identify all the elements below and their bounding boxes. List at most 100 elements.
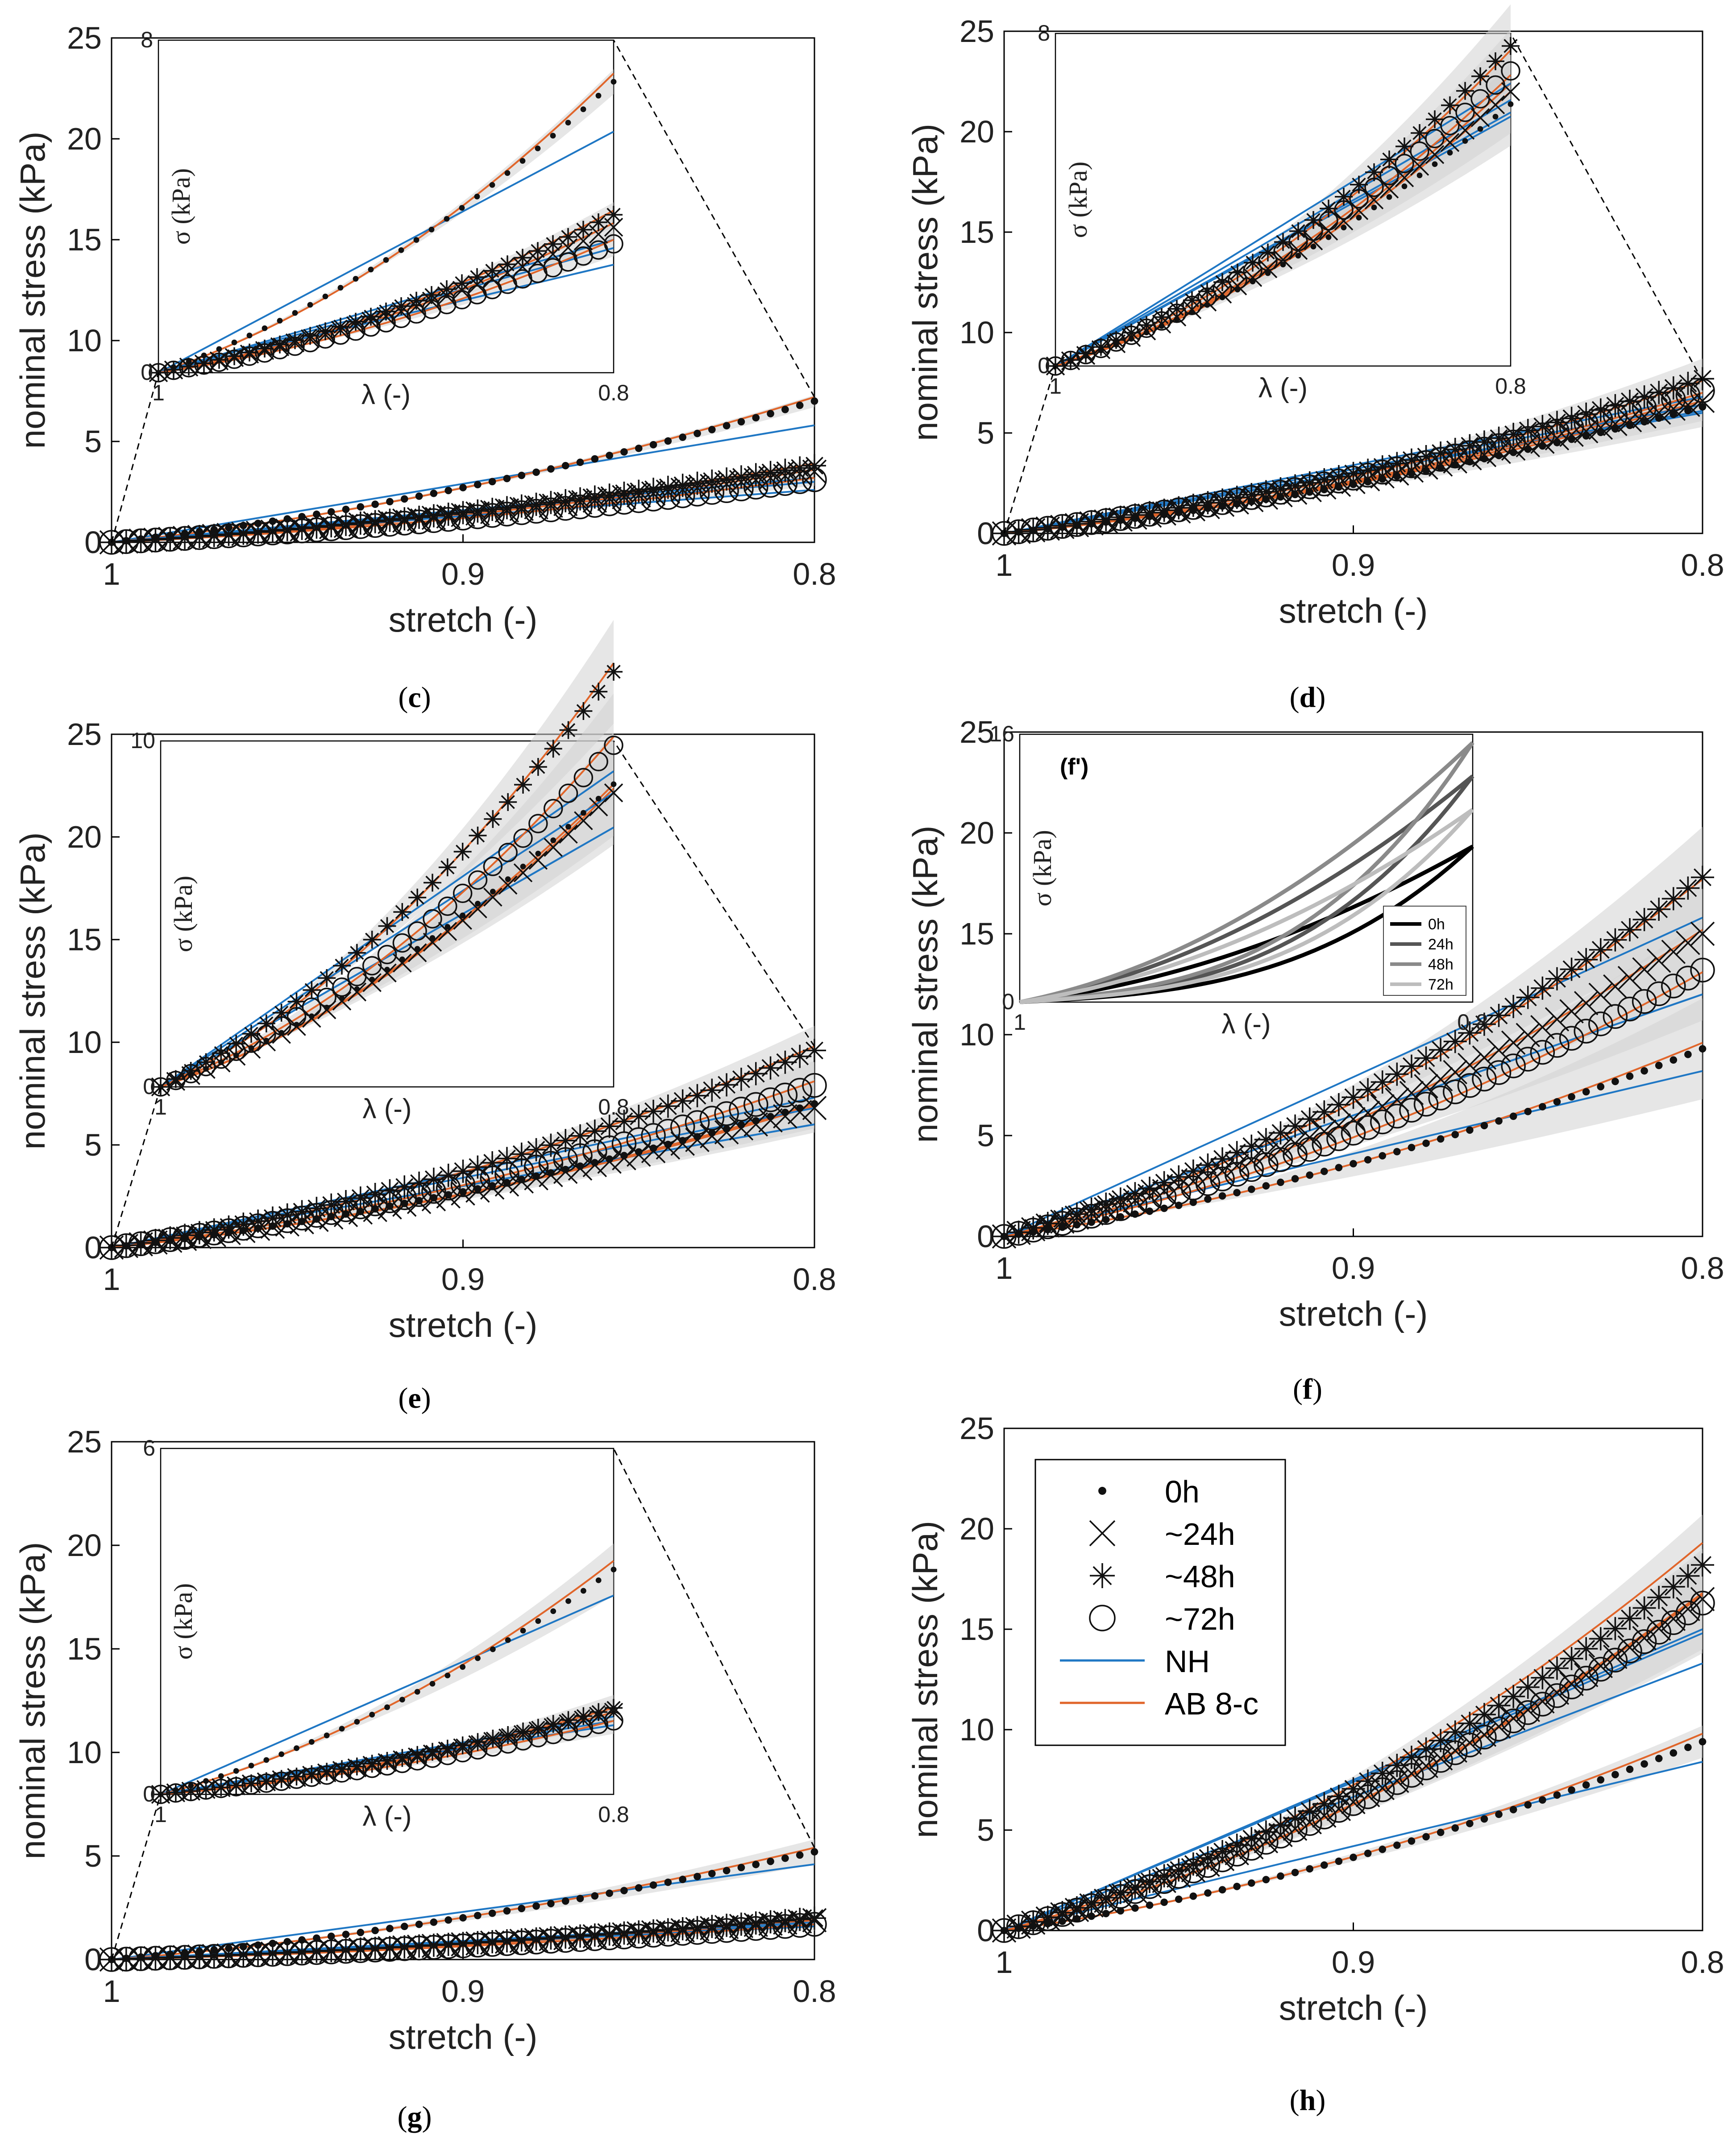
main-point-dot <box>298 513 306 520</box>
main-point-star <box>481 1151 504 1175</box>
main-point-circle <box>1661 1610 1686 1635</box>
main-point-dot <box>1175 1202 1183 1209</box>
inset-point-star <box>197 1053 215 1071</box>
main-point-dot <box>1146 1901 1154 1909</box>
main-point-star <box>773 1050 797 1074</box>
y-tick-label: 10 <box>959 315 994 350</box>
main-band-0 <box>1004 998 1703 1236</box>
main-point-dot <box>444 1916 453 1924</box>
main-point-dot <box>1597 1776 1605 1784</box>
inset-point-circle <box>209 352 229 372</box>
main-point-star <box>1225 1833 1249 1857</box>
inset-point-dot <box>580 1588 586 1594</box>
inset-point-star <box>469 826 487 845</box>
main-point-circle <box>1413 1756 1439 1781</box>
main-point-star <box>202 1218 226 1242</box>
inset-point-star <box>1062 351 1080 369</box>
y-tick-label: 20 <box>959 816 994 850</box>
main-point-circle <box>582 1926 607 1951</box>
x-tick-label: 0.8 <box>1681 548 1724 583</box>
inset-point-dot <box>1492 113 1499 120</box>
inset-point-star <box>498 255 516 274</box>
x-tick-label: 0.9 <box>441 1974 485 2009</box>
inset-point-dot <box>550 1608 557 1614</box>
inset-nh-fit-2 <box>1055 83 1512 367</box>
inset-point-star <box>1092 338 1110 356</box>
main-point-circle <box>1617 399 1642 424</box>
main-point-dot <box>1160 1898 1168 1906</box>
inset-point-circle <box>255 343 274 363</box>
main-point-dot <box>400 1922 408 1931</box>
inset-point-circle <box>543 1725 563 1744</box>
main-point-star <box>290 1200 314 1223</box>
inset-point-dot <box>565 120 571 126</box>
main-point-star <box>1632 908 1656 932</box>
main-point-star <box>320 1193 343 1217</box>
main-point-circle <box>187 1944 212 1969</box>
main-point-circle <box>201 524 227 549</box>
y-axis-label: nominal stress (kPa) <box>13 832 52 1150</box>
inset-point-circle <box>1243 261 1263 281</box>
main-point-star <box>583 485 606 509</box>
main-point-circle <box>1617 1638 1642 1664</box>
x-tick-label: 0.8 <box>793 1974 836 2009</box>
inset-point-dot <box>611 781 617 787</box>
inset-point-dot <box>474 193 480 200</box>
main-point-star <box>114 530 138 553</box>
inset-point-dot <box>1280 262 1286 268</box>
main-point-dot <box>1088 1912 1095 1920</box>
main-point-dot <box>694 429 701 437</box>
main-point-circle <box>1224 1842 1250 1867</box>
main-point-circle <box>450 1172 476 1197</box>
main-point-star <box>1472 1703 1496 1727</box>
main-point-dot <box>430 1194 438 1202</box>
main-point-dot <box>1117 1907 1125 1915</box>
inset-y-axis-label: σ (kPa) <box>166 168 195 245</box>
inset-point-dot <box>611 79 617 85</box>
main-point-star <box>1283 474 1307 498</box>
main-point-dot <box>1611 1078 1619 1086</box>
main-point-dot <box>415 1920 423 1928</box>
x-tick-label: 0.8 <box>1681 1945 1724 1980</box>
main-point-circle <box>260 520 285 545</box>
zoom-guide-line <box>1510 33 1703 381</box>
main-point-star <box>1632 385 1656 409</box>
inset-point-x <box>407 943 427 962</box>
inset-point-dot <box>1477 126 1483 132</box>
inset-point-circle <box>1167 304 1187 323</box>
inset-point-star <box>182 1782 200 1800</box>
inset-point-circle <box>391 308 411 329</box>
main-point-x <box>1617 965 1642 990</box>
main-point-circle <box>1239 485 1264 510</box>
y-tick-label: 0 <box>977 1913 994 1948</box>
main-point-circle <box>128 1231 154 1257</box>
main-point-star <box>1080 1891 1103 1914</box>
main-point-star <box>187 1944 211 1968</box>
main-point-dot <box>679 1876 687 1883</box>
x-axis-label: stretch (-) <box>389 1305 538 1344</box>
inset-point-star <box>499 793 517 811</box>
main-point-star <box>1123 503 1147 527</box>
main-point-dot <box>1684 407 1692 415</box>
inset-point-dot <box>550 837 557 843</box>
main-point-dot <box>386 1925 394 1932</box>
main-point-star <box>202 1944 226 1968</box>
y-tick-label: 15 <box>959 916 994 951</box>
main-point-circle <box>275 1941 300 1966</box>
x-tick-label: 0.8 <box>793 1262 836 1297</box>
main-point-circle <box>348 1938 373 1963</box>
main-point-dot <box>400 1199 408 1207</box>
inset-point-dot <box>505 876 511 882</box>
main-point-dot <box>488 478 496 486</box>
inset-point-star <box>1198 282 1216 300</box>
main-point-star <box>393 1175 416 1199</box>
main-point-circle <box>421 508 446 533</box>
main-point-dot <box>430 490 438 497</box>
inset-point-star <box>1304 211 1322 229</box>
inset-point-dot <box>429 1681 436 1687</box>
y-axis-label: nominal stress (kPa) <box>905 124 945 441</box>
inset-point-star <box>590 1703 608 1721</box>
inset-point-dot <box>413 237 419 243</box>
main-point-x <box>1646 949 1671 973</box>
main-point-star <box>481 1930 504 1954</box>
